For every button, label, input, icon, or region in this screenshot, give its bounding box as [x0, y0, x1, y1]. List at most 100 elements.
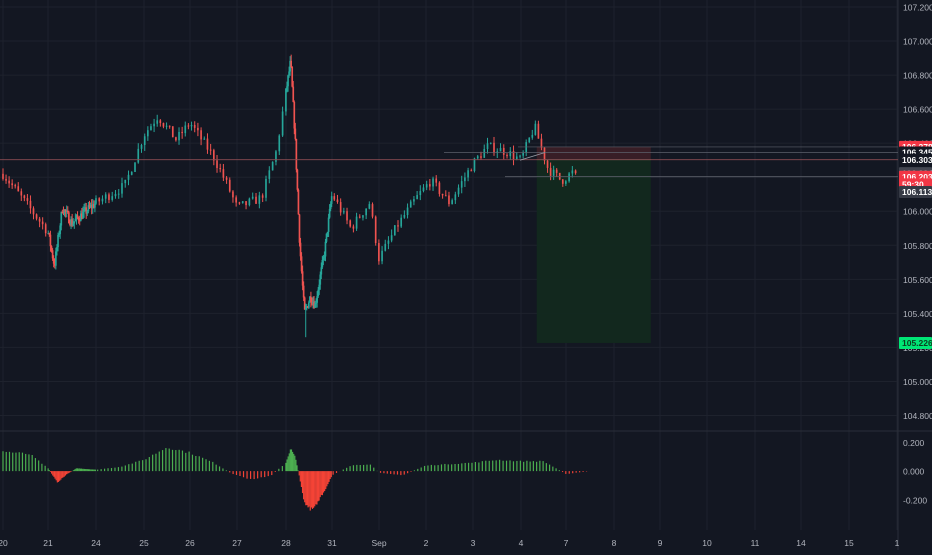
candle-body: [480, 156, 482, 158]
candle-body: [14, 185, 17, 187]
time-tick-label: 11: [751, 538, 760, 548]
candle-body: [84, 207, 86, 209]
price-label-text: 105.226: [902, 338, 932, 348]
candle-body: [68, 212, 70, 224]
time-tick-label: 8: [612, 538, 617, 548]
candle-body: [317, 289, 320, 297]
candle-body: [537, 123, 540, 139]
candle-body: [403, 214, 406, 218]
candle-body: [83, 208, 85, 212]
candle-body: [378, 243, 380, 262]
candle-body: [470, 170, 473, 172]
candle-body: [275, 151, 277, 162]
candle-body: [47, 233, 50, 235]
candle-body: [318, 284, 321, 290]
candle-body: [499, 147, 502, 152]
candle-body: [258, 195, 261, 204]
candle-body: [302, 285, 305, 298]
candle-body: [265, 178, 267, 198]
candle-body: [165, 125, 168, 127]
candle-body: [76, 215, 79, 218]
candle-body: [168, 125, 171, 127]
candle-body: [187, 125, 190, 127]
price-label-text: 106.345: [902, 148, 932, 158]
candle-body: [549, 167, 552, 176]
candle-body: [303, 297, 306, 310]
candle-body: [534, 123, 537, 135]
candle-body: [200, 130, 202, 140]
candle-body: [225, 177, 228, 180]
candle-body: [293, 101, 296, 129]
candle-body: [289, 60, 291, 72]
candle-body: [309, 296, 311, 303]
candle-body: [278, 135, 281, 152]
time-tick-label: 25: [139, 538, 149, 548]
candle-body: [571, 170, 574, 174]
candle-body: [92, 204, 95, 208]
candle-body: [114, 193, 117, 197]
price-label-target: 105.226: [899, 336, 932, 349]
candle-body: [429, 184, 431, 187]
candle-body: [308, 302, 310, 308]
candle-body: [98, 198, 101, 202]
candle-body: [2, 173, 4, 179]
candle-body: [336, 199, 339, 203]
candle-body: [245, 201, 247, 206]
candle-body: [489, 142, 492, 144]
candle-body: [419, 191, 422, 196]
candle-body: [531, 134, 534, 138]
candle-body: [52, 258, 55, 264]
time-axis[interactable]: 20 21 24 25 26 27 28 31 Sep 2 3 4 7 8 9 10 11 14 15 1: [0, 538, 900, 548]
candle-body: [298, 214, 301, 243]
candle-body: [525, 142, 528, 153]
price-label-entry: 106.303: [899, 153, 932, 166]
candle-body: [300, 256, 303, 272]
candle-body: [58, 234, 60, 236]
time-tick-label: 24: [91, 538, 101, 548]
candle-body: [66, 210, 69, 213]
candle-body: [323, 256, 326, 258]
candle-body: [251, 196, 254, 199]
candle-body: [413, 199, 415, 202]
time-tick-label: 26: [185, 538, 195, 548]
candle-body: [306, 306, 309, 308]
candle-body: [288, 71, 290, 76]
candle-body: [286, 86, 288, 89]
candle-body: [175, 137, 177, 141]
candle-body: [238, 202, 241, 204]
price-candles[interactable]: [2, 54, 577, 338]
candle-body: [292, 86, 295, 102]
candle-body: [81, 213, 83, 219]
candle-body: [137, 148, 140, 163]
candle-body: [75, 215, 78, 219]
candle-body: [409, 201, 412, 208]
candle-body: [325, 233, 328, 242]
candle-body: [232, 191, 234, 198]
candle-body: [124, 179, 127, 184]
candle-body: [241, 201, 244, 203]
candle-body: [32, 208, 35, 215]
time-tick-label: 14: [796, 538, 806, 548]
time-tick-label: 9: [658, 538, 663, 548]
candle-body: [365, 208, 367, 216]
candle-body: [512, 151, 515, 160]
price-tick-label: 105.800: [903, 241, 932, 251]
candle-body: [184, 125, 187, 134]
candle-body: [29, 200, 32, 209]
candle-body: [358, 216, 361, 218]
candle-body: [422, 187, 425, 192]
candle-body: [299, 242, 302, 257]
time-tick-label: 2: [424, 538, 429, 548]
candle-body: [444, 195, 447, 197]
time-tick-label: 28: [281, 538, 291, 548]
candle-body: [108, 194, 110, 200]
candle-body: [473, 158, 476, 172]
candle-body: [17, 186, 20, 192]
candle-body: [63, 209, 66, 214]
candle-body: [178, 131, 180, 141]
candle-body: [147, 130, 149, 137]
candle-body: [295, 138, 298, 170]
time-tick-label: 15: [844, 538, 854, 548]
